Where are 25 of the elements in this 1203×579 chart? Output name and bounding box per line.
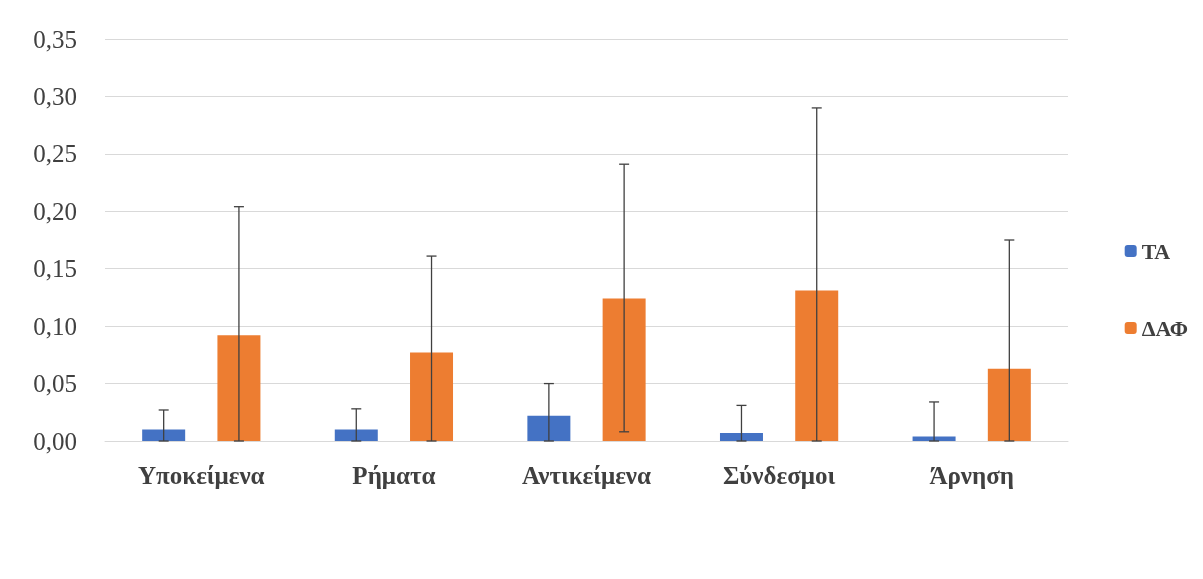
bar: [217, 335, 261, 441]
bar: [410, 352, 454, 441]
y-tick-label: 0,30: [33, 82, 77, 110]
y-tick-label: 0,10: [33, 312, 77, 340]
legend-label: ΤΑ: [1141, 238, 1171, 264]
bar: [719, 432, 763, 441]
x-tick-label: Αντικείμενα: [522, 462, 652, 489]
x-tick-label: Σύνδεσμοι: [723, 462, 836, 489]
bar: [987, 368, 1031, 441]
bar: [334, 429, 378, 441]
bar: [602, 298, 646, 441]
bar: [795, 290, 839, 441]
legend-label: ΔΑΦ: [1141, 315, 1188, 341]
y-tick-label: 0,20: [33, 197, 77, 225]
bar: [142, 429, 186, 441]
y-tick-label: 0,05: [33, 370, 77, 398]
y-tick-label: 0,15: [33, 255, 77, 283]
x-tick-label: Υποκείμενα: [138, 462, 265, 489]
y-tick-label: 0,25: [33, 140, 77, 168]
x-tick-label: Άρνηση: [929, 462, 1014, 489]
bar: [527, 415, 571, 441]
y-tick-label: 0,00: [33, 427, 77, 455]
bar: [912, 436, 956, 441]
x-tick-label: Ρήματα: [352, 462, 436, 489]
y-tick-label: 0,35: [33, 25, 77, 53]
